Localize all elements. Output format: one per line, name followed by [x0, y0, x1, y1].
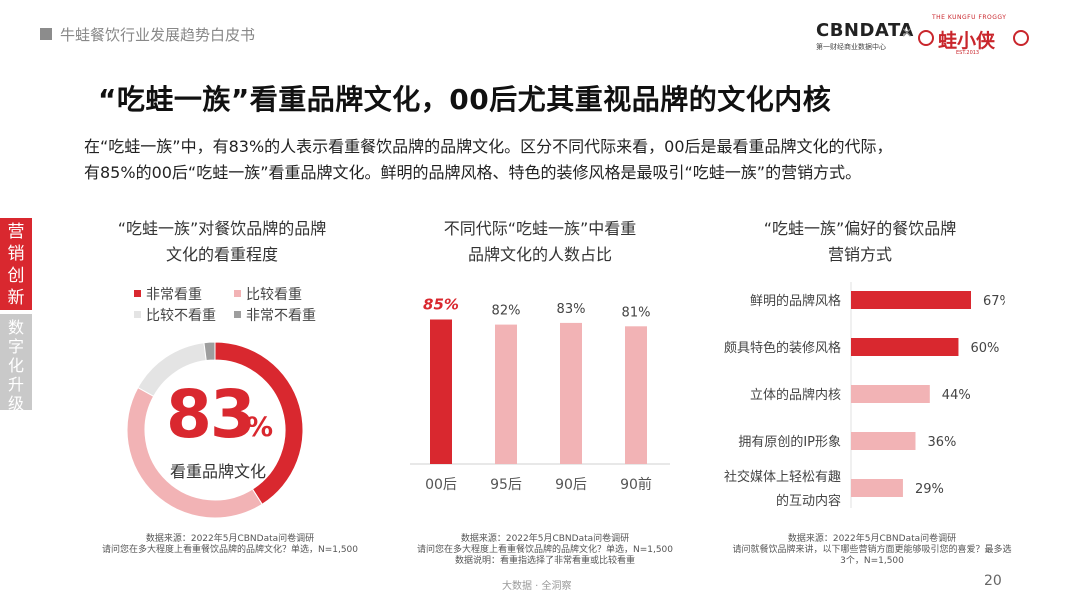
legend-item-very-unimportant: 非常不看重	[234, 305, 316, 325]
legend-label: 比较看重	[246, 287, 302, 303]
hbar-3	[851, 385, 930, 403]
partner-logo-right-disc-icon	[1013, 30, 1029, 46]
bar-value-label: 81%	[622, 305, 651, 320]
hbar-value-label: 60%	[970, 341, 999, 356]
partner-logo: THE KUNGFU FROGGY 蛙小侠 EST.2013	[918, 14, 1038, 60]
bar-90后	[560, 322, 582, 464]
bar-00后	[430, 319, 452, 464]
panel3-title-line2: 营销方式	[827, 245, 892, 264]
bar-value-label: 83%	[557, 302, 586, 317]
hbar-category-label: 社交媒体上轻松有趣	[724, 469, 841, 485]
side-tab-char: 创	[7, 266, 25, 286]
hbar-value-label: 29%	[915, 482, 944, 497]
panel2-footnote: 数据来源：2022年5月CBNData问卷调研 请问您在多大程度上看重餐饮品牌的…	[395, 534, 695, 567]
donut-center-unit: %	[246, 412, 274, 443]
panel2-title-line2: 品牌文化的人数占比	[467, 245, 612, 264]
legend-label: 比较不看重	[146, 308, 216, 324]
partner-logo-est: EST.2013	[956, 50, 980, 56]
hbar-category-label: 的互动内容	[776, 493, 841, 509]
legend-label: 非常不看重	[246, 308, 316, 324]
hbar-category-label: 鲜明的品牌风格	[750, 293, 841, 309]
report-title: 牛蛙餐饮行业发展趋势白皮书	[60, 26, 256, 44]
generation-bar-chart: 85% 00后 82% 95后 83% 90后 81% 90前	[410, 296, 670, 493]
hbar-5	[851, 479, 903, 497]
legend-swatch	[134, 290, 141, 297]
donut-center-value: 83	[166, 376, 256, 453]
panel1-footnote-line1: 数据来源：2022年5月CBNData问卷调研	[145, 534, 315, 544]
panel3-title-line1: “吃蛙一族”偏好的餐饮品牌	[763, 219, 957, 238]
side-tab-marketing-innovation[interactable]: 营销创新	[0, 218, 32, 310]
panel1-footnote-line2: 请问您在多大程度上看重餐饮品牌的品牌文化？单选，N=1,500	[101, 545, 359, 555]
partner-logo-name: 蛙小侠	[938, 30, 996, 52]
panel1-footnote: 数据来源：2022年5月CBNData问卷调研 请问您在多大程度上看重餐饮品牌的…	[80, 534, 380, 556]
panel3-footnote-line3: 3个，N=1,500	[840, 556, 904, 566]
hbar-category-label: 颇具特色的装修风格	[724, 340, 841, 356]
hbar-category-label: 拥有原创的IP形象	[738, 434, 841, 450]
marketing-hbar-chart: 67% 鲜明的品牌风格 60% 颇具特色的装修风格 44% 立体的品牌内核 36% 拥有原创的…	[724, 282, 1005, 509]
footer-slogan: 大数据 · 全洞察	[502, 581, 572, 592]
page-number: 20	[984, 573, 1002, 589]
cbndata-logo-text: CBNDATA	[816, 20, 914, 41]
header-square-icon	[40, 28, 52, 40]
bar-value-label: 85%	[423, 296, 459, 314]
cbndata-logo-subtitle: 第一财经商业数据中心	[816, 43, 886, 51]
legend-label: 非常看重	[146, 287, 202, 303]
hbar-value-label: 36%	[927, 435, 956, 450]
logo-separator: ×	[901, 25, 913, 41]
side-tab-char: 级	[7, 394, 24, 413]
intro-line-2: 有85%的00后“吃蛙一族”看重品牌文化。鲜明的品牌风格、特色的装修风格是最吸引…	[84, 163, 862, 182]
side-tab-digital-upgrade[interactable]: 数字化升级	[0, 314, 32, 413]
panel3-footnote: 数据来源：2022年5月CBNData问卷调研 请问就餐饮品牌来讲，以下哪些营销…	[722, 534, 1022, 567]
panel3-footnote-line2: 请问就餐饮品牌来讲，以下哪些营销方面更能够吸引您的喜爱？最多选	[732, 545, 1012, 555]
panel1-title-line1: “吃蛙一族”对餐饮品牌的品牌	[117, 219, 327, 238]
hbar-value-label: 44%	[942, 388, 971, 403]
page-headline: “吃蛙一族”看重品牌文化，00后尤其重视品牌的文化内核	[98, 83, 832, 116]
intro-line-1: 在“吃蛙一族”中，有83%的人表示看重餐饮品牌的品牌文化。区分不同代际来看，00…	[84, 137, 893, 156]
side-tab-char: 升	[7, 375, 24, 394]
hbar-4	[851, 432, 916, 450]
hbar-2	[851, 338, 959, 356]
legend-item-fairly-unimportant: 比较不看重	[134, 305, 216, 325]
panel2-footnote-line3: 数据说明：看重指选择了非常看重或比较看重	[454, 556, 635, 566]
side-tab-char: 字	[7, 337, 24, 356]
hbar-1	[851, 291, 971, 309]
side-tab-char: 销	[7, 244, 25, 264]
side-tab-char: 数	[7, 318, 24, 337]
partner-logo-arc-text: THE KUNGFU FROGGY	[932, 14, 1007, 21]
legend-item-fairly-important: 比较看重	[234, 284, 302, 304]
bar-95后	[495, 324, 517, 464]
side-tab-char: 新	[7, 288, 25, 308]
donut-center-label: 看重品牌文化	[170, 462, 267, 481]
panel1-title-line2: 文化的看重程度	[165, 245, 278, 264]
panel2-title: 不同代际“吃蛙一族”中看重 品牌文化的人数占比	[410, 216, 670, 268]
bar-90前	[625, 326, 647, 464]
bar-category-label: 95后	[490, 477, 522, 493]
hbar-value-label: 67%	[983, 294, 1005, 309]
panel1-title: “吃蛙一族”对餐饮品牌的品牌 文化的看重程度	[102, 216, 342, 268]
legend-swatch	[234, 290, 241, 297]
bar-category-label: 00后	[425, 477, 457, 493]
side-tab-char: 营	[7, 222, 25, 242]
legend-item-very-important: 非常看重	[134, 284, 202, 304]
donut-slice-4	[203, 341, 216, 362]
panel2-footnote-line2: 请问您在多大程度上看重餐饮品牌的品牌文化？单选，N=1,500	[416, 545, 674, 555]
cbndata-logo: CBNDATA 第一财经商业数据中心	[816, 20, 914, 52]
bar-category-label: 90前	[620, 476, 652, 493]
legend-swatch	[134, 311, 141, 318]
panel3-footnote-line1: 数据来源：2022年5月CBNData问卷调研	[787, 534, 957, 544]
donut-chart	[126, 341, 304, 519]
legend-swatch	[234, 311, 241, 318]
bar-category-label: 90后	[555, 477, 587, 493]
side-tab-char: 化	[7, 356, 24, 375]
panel3-title: “吃蛙一族”偏好的餐饮品牌 营销方式	[740, 216, 980, 268]
intro-paragraph: 在“吃蛙一族”中，有83%的人表示看重餐饮品牌的品牌文化。区分不同代际来看，00…	[84, 134, 1014, 186]
panel2-title-line1: 不同代际“吃蛙一族”中看重	[443, 219, 637, 238]
bar-value-label: 82%	[492, 304, 521, 319]
partner-logo-left-disc-icon	[918, 30, 934, 46]
hbar-category-label: 立体的品牌内核	[750, 387, 841, 403]
panel2-footnote-line1: 数据来源：2022年5月CBNData问卷调研	[460, 534, 630, 544]
